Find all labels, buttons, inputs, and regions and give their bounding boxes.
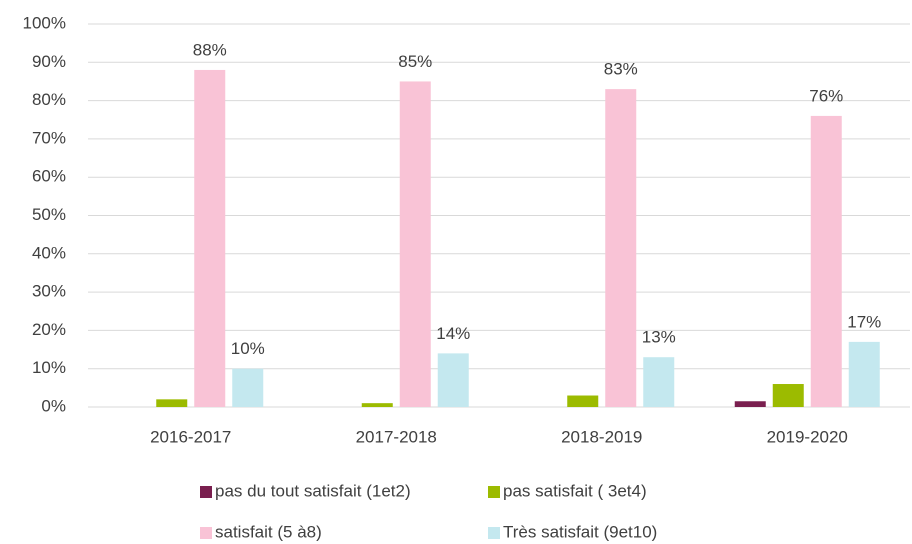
legend-swatch <box>200 527 212 539</box>
bar <box>156 399 188 407</box>
data-label: 10% <box>231 339 265 358</box>
y-tick-label: 70% <box>32 128 66 147</box>
y-tick-label: 60% <box>32 167 66 186</box>
data-label: 85% <box>398 52 432 71</box>
y-tick-label: 80% <box>32 90 66 109</box>
y-tick-label: 30% <box>32 282 66 301</box>
bar <box>567 395 599 407</box>
y-tick-label: 20% <box>32 320 66 339</box>
bar <box>232 368 264 407</box>
bar <box>605 89 637 408</box>
y-tick-label: 10% <box>32 358 66 377</box>
y-tick-label: 50% <box>32 205 66 224</box>
data-label: 76% <box>809 86 843 105</box>
x-tick-label: 2017-2018 <box>356 427 437 446</box>
y-tick-label: 40% <box>32 243 66 262</box>
legend-label: satisfait (5 à8) <box>215 522 322 541</box>
legend-label: pas satisfait ( 3et4) <box>503 481 647 500</box>
bar <box>643 357 675 407</box>
data-label: 88% <box>193 40 227 59</box>
bar <box>194 69 226 408</box>
legend-swatch <box>488 527 500 539</box>
data-label: 83% <box>604 60 638 79</box>
y-tick-label: 100% <box>23 13 66 32</box>
legend-swatch <box>488 486 500 498</box>
data-label: 17% <box>847 312 881 331</box>
bar <box>772 384 804 407</box>
bar <box>734 401 766 407</box>
y-tick-label: 90% <box>32 52 66 71</box>
bar <box>848 341 880 407</box>
data-label: 13% <box>642 328 676 347</box>
bar <box>437 353 469 407</box>
x-tick-label: 2016-2017 <box>150 427 231 446</box>
bar <box>399 81 431 407</box>
x-tick-label: 2018-2019 <box>561 427 642 446</box>
bar <box>361 403 393 407</box>
legend-label: pas du tout satisfait (1et2) <box>215 481 411 500</box>
bar <box>810 115 842 408</box>
legend-swatch <box>200 486 212 498</box>
y-tick-label: 0% <box>41 396 66 415</box>
legend-label: Très satisfait (9et10) <box>503 522 657 541</box>
data-label: 14% <box>436 324 470 343</box>
x-tick-label: 2019-2020 <box>767 427 848 446</box>
